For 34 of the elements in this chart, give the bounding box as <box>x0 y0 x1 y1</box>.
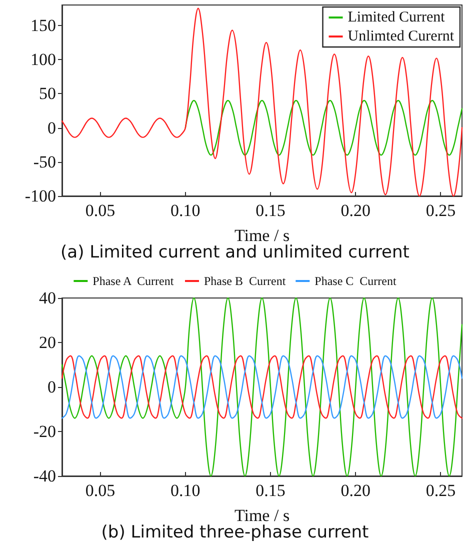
y-tick-label: 50 <box>39 84 56 104</box>
x-tick-label: 0.10 <box>170 481 200 500</box>
y-tick-label: 40 <box>39 288 56 308</box>
x-axis-title: Time / s <box>234 506 290 525</box>
legend-label: Limited Current <box>348 10 446 26</box>
y-tick-label: -50 <box>33 152 56 172</box>
legend-label: Unlimted Curernt <box>348 28 455 44</box>
x-tick-label: 0.25 <box>426 481 456 500</box>
x-tick-label: 0.05 <box>85 201 116 220</box>
x-tick-label: 0.15 <box>256 481 286 500</box>
y-tick-label: 0 <box>48 378 56 396</box>
y-tick-label: -20 <box>33 422 56 441</box>
line-series <box>61 8 463 197</box>
y-tick-label: -100 <box>24 186 56 206</box>
x-tick-label: 0.25 <box>426 201 456 220</box>
x-tick-label: 0.20 <box>340 201 370 220</box>
x-tick-label: 0.20 <box>340 481 370 500</box>
legend-label: Phase A Current <box>92 274 174 288</box>
text: (b) Limited three-phase current <box>101 522 370 542</box>
legend-label: Phase C Current <box>314 274 397 288</box>
y-tick-label: 0 <box>48 118 56 138</box>
y-tick-label: 20 <box>39 333 56 352</box>
x-axis-title: Time / s <box>234 226 290 245</box>
y-tick-label: 100 <box>30 50 56 70</box>
text: (a) Limited current and unlimited current <box>60 242 410 262</box>
y-tick-label: 150 <box>30 16 56 35</box>
y-tick-label: -40 <box>33 466 56 486</box>
line-series <box>184 100 463 156</box>
legend-label: Phase B Current <box>204 274 286 288</box>
line-series <box>61 297 463 477</box>
x-tick-label: 0.15 <box>256 201 286 220</box>
x-tick-label: 0.05 <box>85 481 116 500</box>
line-series <box>61 355 463 419</box>
x-tick-label: 0.10 <box>170 201 200 220</box>
